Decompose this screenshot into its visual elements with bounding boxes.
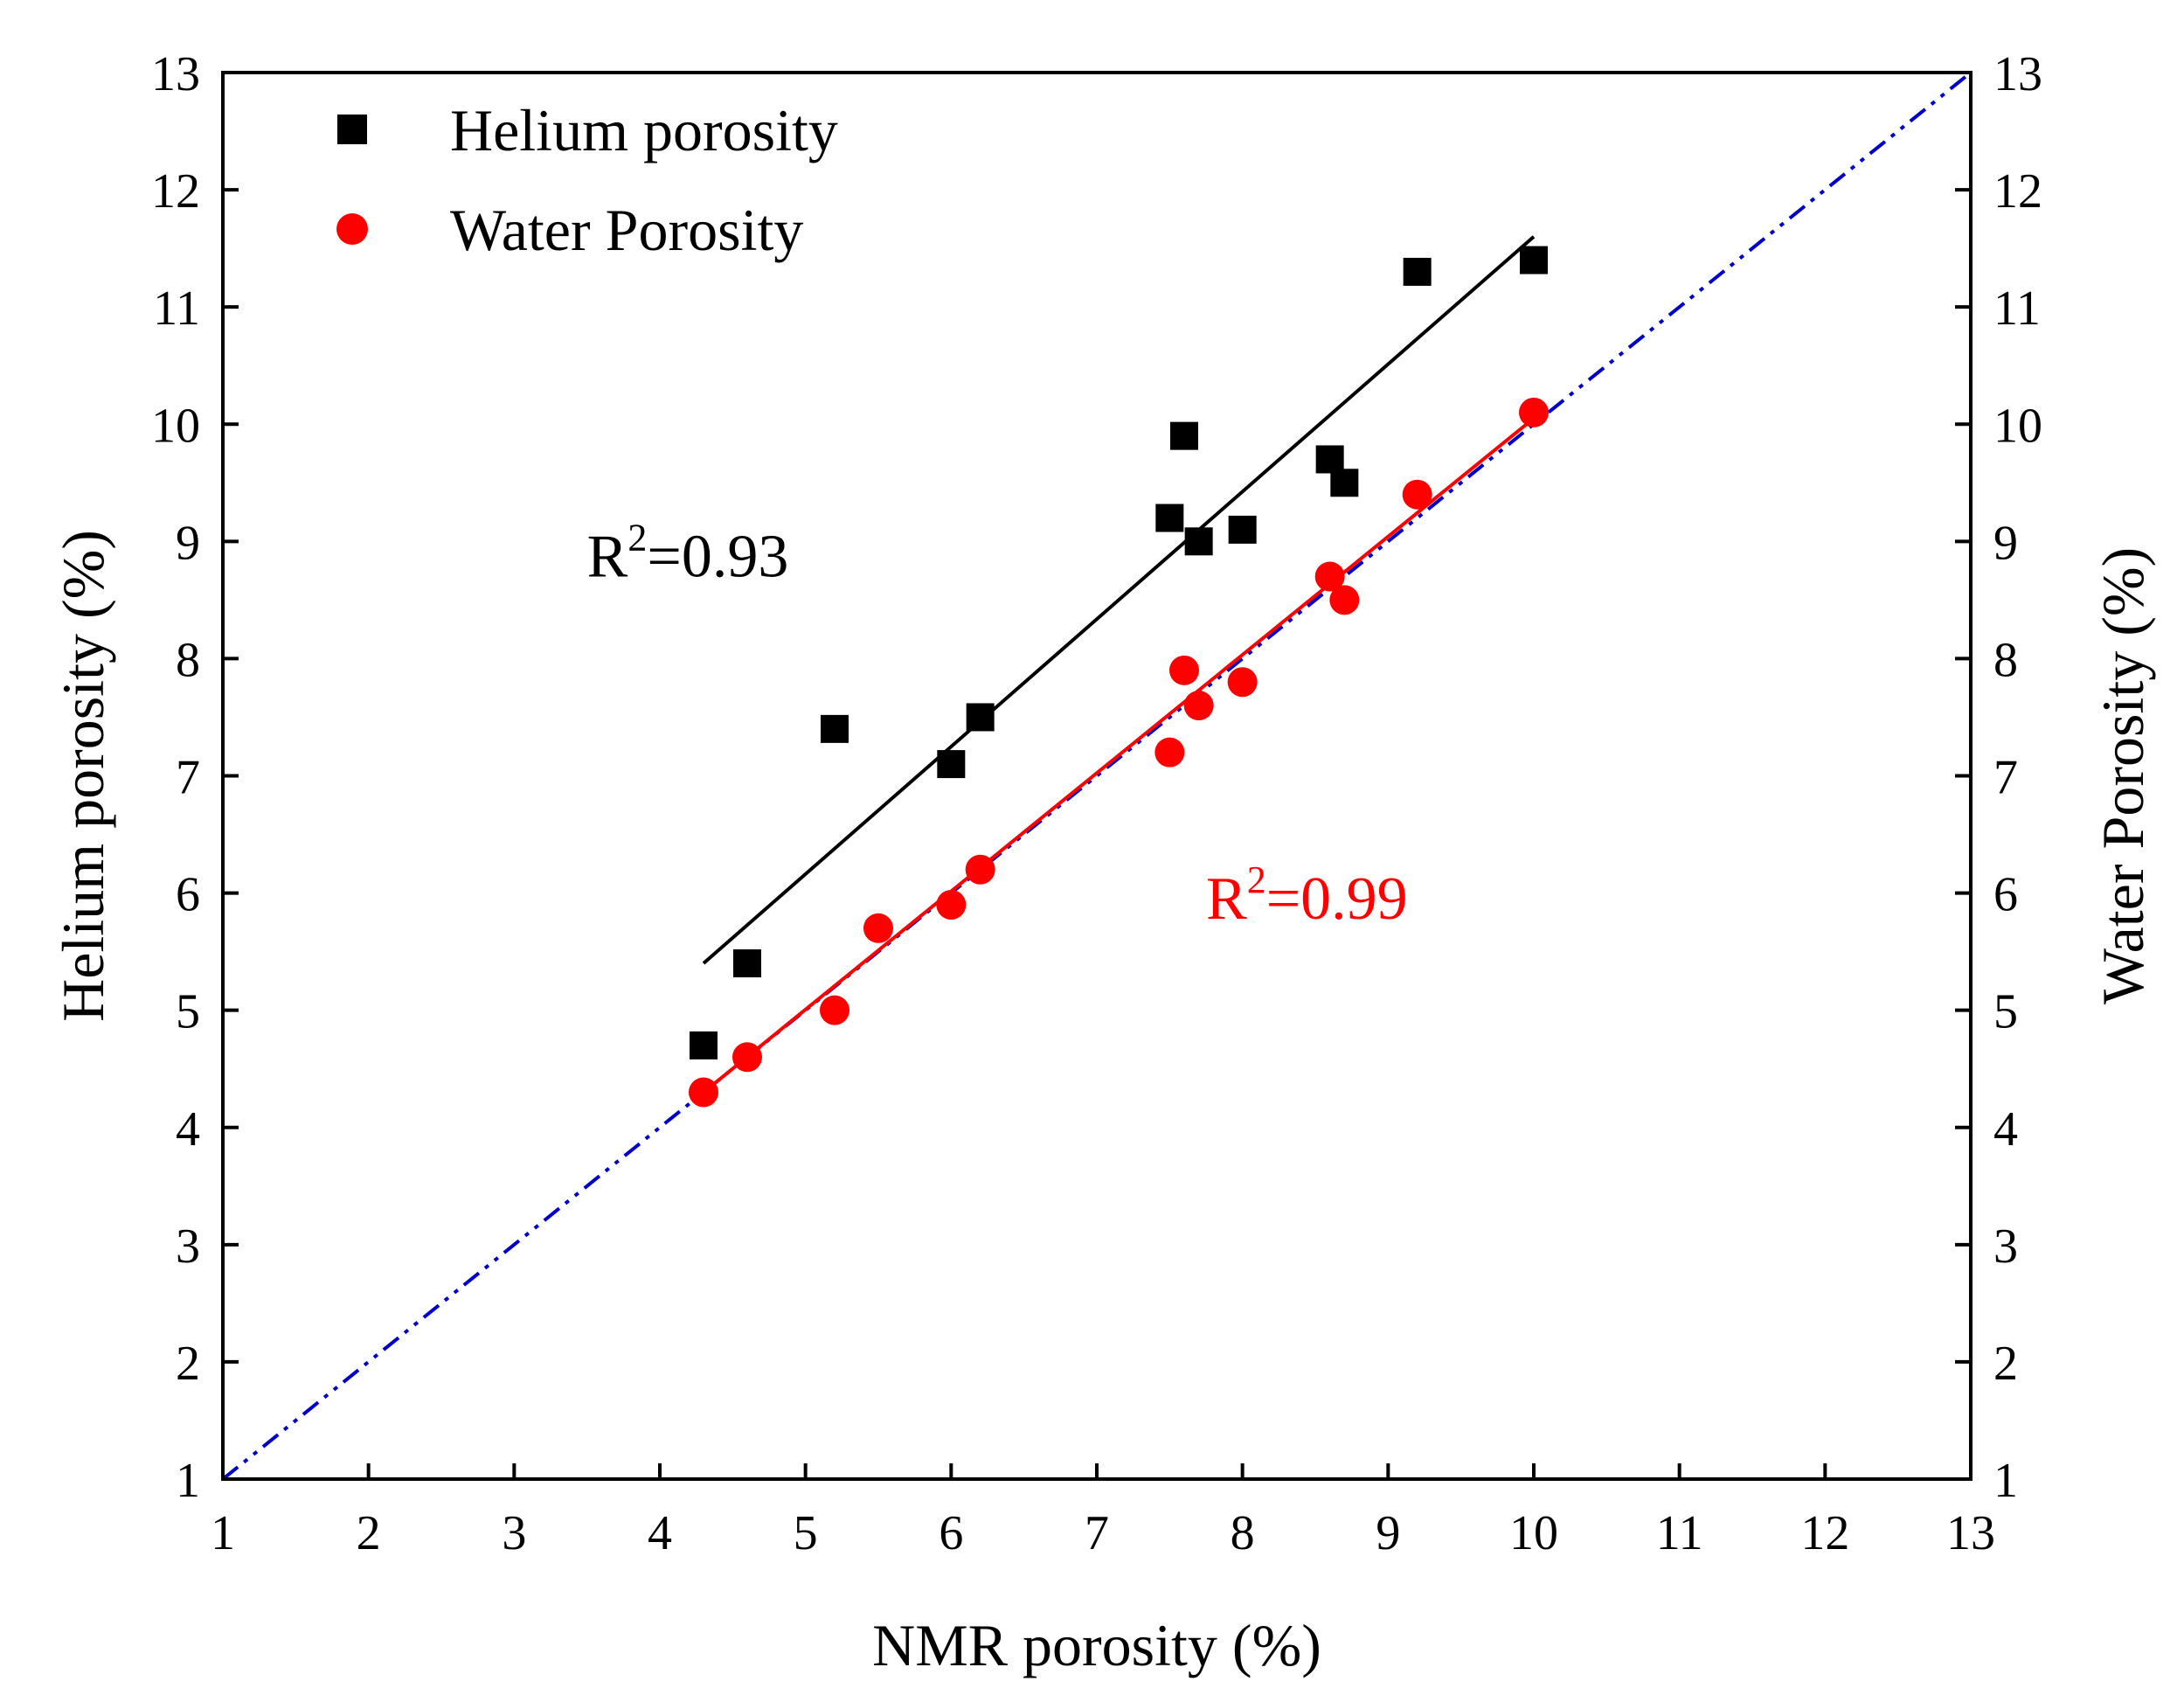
y-right-tick-label: 9 — [1993, 516, 2018, 570]
helium-point — [690, 1031, 718, 1059]
x-tick-label: 3 — [502, 1506, 526, 1560]
y-left-tick-label: 9 — [176, 516, 200, 570]
water-point — [863, 913, 893, 943]
y-right-tick-label: 4 — [1993, 1102, 2018, 1157]
y-right-tick-label: 8 — [1993, 633, 2018, 687]
y-right-tick-label: 10 — [1993, 399, 2042, 453]
x-tick-label: 2 — [357, 1506, 381, 1560]
helium-point — [1184, 527, 1213, 556]
y-left-tick-label: 1 — [176, 1454, 200, 1508]
water-point — [1519, 397, 1549, 427]
helium-point — [733, 949, 761, 978]
axes-layer — [221, 71, 1973, 1481]
x-tick-label: 11 — [1656, 1506, 1703, 1560]
x-tick-label: 9 — [1376, 1506, 1400, 1560]
y-right-tick-label: 13 — [1993, 47, 2042, 101]
fit-line-helium — [702, 235, 1536, 965]
water-point — [1169, 655, 1199, 685]
water-point — [732, 1042, 762, 1073]
helium-point — [1315, 445, 1344, 474]
water-point — [689, 1077, 718, 1108]
helium-point — [821, 714, 849, 743]
y-left-tick-label: 7 — [176, 751, 200, 805]
y-left-tick-label: 8 — [176, 633, 200, 687]
y-right-tick-label: 2 — [1993, 1337, 2018, 1391]
water-point — [1314, 561, 1345, 592]
x-tick-label: 12 — [1800, 1506, 1849, 1560]
y-left-tick-label: 5 — [176, 985, 200, 1039]
r2-water-annotation: R2=0.99 — [1206, 858, 1408, 933]
helium-point — [1228, 515, 1257, 544]
water-point — [820, 995, 849, 1025]
legend-helium-label: Helium porosity — [450, 97, 838, 163]
x-tick-label: 10 — [1509, 1506, 1558, 1560]
y-right-tick-label: 3 — [1993, 1219, 2018, 1274]
y-right-tick-label: 12 — [1993, 164, 2042, 219]
water-point — [1402, 479, 1432, 510]
r2-helium-annotation: R2=0.93 — [587, 517, 789, 591]
y-right-tick-label: 6 — [1993, 868, 2018, 922]
x-tick-label: 13 — [1946, 1506, 1995, 1560]
y-left-tick-label: 10 — [151, 399, 200, 453]
y-left-tick-label: 13 — [151, 47, 200, 101]
water-point — [1154, 737, 1185, 768]
fit-lines-layer — [221, 71, 1973, 1481]
fit-line-water — [702, 416, 1536, 1094]
water-point — [1183, 691, 1214, 721]
y-left-tick-label: 2 — [176, 1337, 200, 1391]
helium-point — [937, 750, 966, 779]
y-right-tick-label: 7 — [1993, 751, 2018, 805]
water-point — [936, 889, 967, 920]
y-right-tick-label: 5 — [1993, 985, 2018, 1039]
x-axis-title: NMR porosity (%) — [872, 1612, 1321, 1678]
y-left-tick-label: 3 — [176, 1219, 200, 1274]
legend-helium-marker — [337, 115, 367, 144]
y-left-axis-title: Helium porosity (%) — [50, 530, 116, 1022]
helium-point — [1403, 257, 1432, 286]
reference-line — [221, 71, 1973, 1481]
legend-water-marker — [336, 213, 368, 245]
x-tick-label: 6 — [939, 1506, 963, 1560]
y-left-tick-label: 12 — [151, 164, 200, 219]
helium-point — [1155, 504, 1184, 532]
x-tick-label: 7 — [1085, 1506, 1109, 1560]
helium-point — [966, 703, 995, 732]
legend-water-label: Water Porosity — [450, 197, 803, 263]
water-point — [965, 854, 995, 885]
helium-point — [1520, 246, 1548, 274]
x-tick-label: 1 — [211, 1506, 235, 1560]
points-layer — [689, 246, 1549, 1108]
y-right-tick-label: 11 — [1993, 281, 2041, 336]
y-right-axis-title: Water Porosity (%) — [2090, 547, 2156, 1004]
helium-point — [1330, 469, 1359, 497]
x-tick-label: 8 — [1231, 1506, 1255, 1560]
y-right-tick-label: 1 — [1993, 1454, 2018, 1508]
y-left-tick-label: 11 — [153, 281, 200, 336]
water-point — [1227, 667, 1258, 698]
x-tick-label: 4 — [648, 1506, 672, 1560]
water-point — [1329, 585, 1360, 615]
y-left-tick-label: 6 — [176, 868, 200, 922]
y-left-tick-label: 4 — [176, 1102, 200, 1157]
helium-point — [1170, 421, 1198, 450]
x-tick-label: 5 — [794, 1506, 818, 1560]
